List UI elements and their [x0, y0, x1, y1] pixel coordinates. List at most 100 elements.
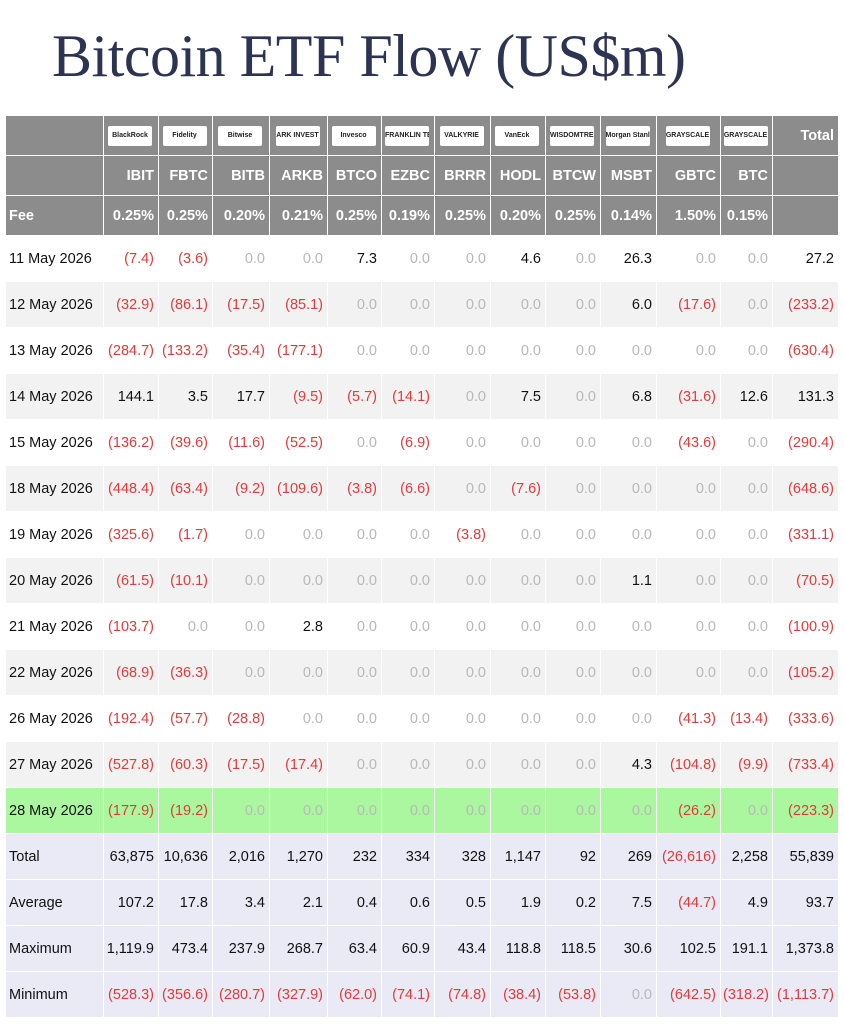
flow-value: (17.4) — [269, 741, 328, 788]
flow-value: 334 — [381, 833, 435, 880]
flow-value: 0.0 — [720, 235, 773, 282]
summary-row: Minimum (528.3) (356.6) (280.7) (327.9) (62.0… — [5, 971, 839, 1018]
logo-row: BlackRock Fidelity Bitwise ARK INVEST Invesc… — [5, 115, 839, 156]
flow-value: 0.0 — [600, 603, 657, 650]
flow-value: 0.0 — [269, 511, 328, 558]
fund-logo: ARK INVEST — [275, 125, 320, 146]
flow-value: (9.2) — [212, 465, 270, 512]
flow-value: (17.6) — [656, 281, 721, 328]
flow-value: 0.0 — [434, 281, 491, 328]
flow-value: 191.1 — [720, 925, 773, 972]
flow-value: 17.8 — [158, 879, 213, 926]
flow-value: 63,875 — [103, 833, 159, 880]
flow-value: 473.4 — [158, 925, 213, 972]
flow-value: 0.0 — [381, 557, 435, 604]
flow-value: 63.4 — [327, 925, 382, 972]
flow-value: 118.5 — [545, 925, 601, 972]
flow-value: (109.6) — [269, 465, 328, 512]
fund-logo: BlackRock — [108, 125, 152, 146]
flow-value: (10.1) — [158, 557, 213, 604]
flow-value: (3.6) — [158, 235, 213, 282]
flow-value: 0.0 — [434, 557, 491, 604]
fee: 0.15% — [720, 195, 773, 236]
flow-value: 7.5 — [490, 373, 546, 420]
flow-value: 0.0 — [381, 787, 435, 834]
flow-value: (356.6) — [158, 971, 213, 1018]
flow-value: 0.0 — [545, 741, 601, 788]
ticker: HODL — [490, 155, 546, 196]
flow-value: 12.6 — [720, 373, 773, 420]
flow-value: (528.3) — [103, 971, 159, 1018]
fund-logo: VALKYRIE — [439, 125, 484, 146]
flow-value: (133.2) — [158, 327, 213, 374]
logo-cell: VanEck — [490, 115, 546, 156]
flow-value: 0.0 — [545, 557, 601, 604]
flow-value: 0.0 — [434, 327, 491, 374]
fee: 0.25% — [434, 195, 491, 236]
flow-value: (642.5) — [656, 971, 721, 1018]
total-header: Total — [772, 115, 839, 156]
flow-value: 0.0 — [212, 557, 270, 604]
flow-value: 0.0 — [656, 649, 721, 696]
flow-value: 30.6 — [600, 925, 657, 972]
flow-value: 0.0 — [545, 649, 601, 696]
flow-value: 0.0 — [434, 787, 491, 834]
ticker: BTC — [720, 155, 773, 196]
flow-value: 107.2 — [103, 879, 159, 926]
flow-value: 17.7 — [212, 373, 270, 420]
flow-value: 144.1 — [103, 373, 159, 420]
flow-value: (6.9) — [381, 419, 435, 466]
ticker: IBIT — [103, 155, 159, 196]
flow-value: 0.0 — [720, 281, 773, 328]
flow-value: (57.7) — [158, 695, 213, 742]
summary-label: Maximum — [5, 925, 104, 972]
flow-value: (32.9) — [103, 281, 159, 328]
flow-value: 0.0 — [545, 511, 601, 558]
flow-value: 0.0 — [656, 557, 721, 604]
flow-value: (5.7) — [327, 373, 382, 420]
fund-logo: GRAYSCALE — [723, 125, 768, 146]
logo-cell: ARK INVEST — [269, 115, 328, 156]
flow-value: (7.6) — [490, 465, 546, 512]
flow-value: (74.1) — [381, 971, 435, 1018]
logo-cell: FRANKLIN TEMPLETON — [381, 115, 435, 156]
flow-value: 0.0 — [656, 603, 721, 650]
flow-row: 28 May 2026 (177.9) (19.2) 0.0 0.0 0.0 0.0 0.0 0… — [5, 787, 839, 834]
summary-label: Minimum — [5, 971, 104, 1018]
flow-value: 0.0 — [720, 603, 773, 650]
flow-value: 1.1 — [600, 557, 657, 604]
date: 15 May 2026 — [5, 419, 104, 466]
flow-value: 268.7 — [269, 925, 328, 972]
flow-value: 0.0 — [490, 695, 546, 742]
flow-value: 0.0 — [327, 787, 382, 834]
date: 27 May 2026 — [5, 741, 104, 788]
flow-value: (136.2) — [103, 419, 159, 466]
flow-value: (62.0) — [327, 971, 382, 1018]
flow-value: (11.6) — [212, 419, 270, 466]
row-total: (333.6) — [772, 695, 839, 742]
flow-value: 0.0 — [720, 419, 773, 466]
flow-value: 0.0 — [600, 649, 657, 696]
flow-value: 7.5 — [600, 879, 657, 926]
flow-value: 0.0 — [656, 235, 721, 282]
flow-value: 2,258 — [720, 833, 773, 880]
flow-value: 0.0 — [600, 327, 657, 374]
flow-value: 0.0 — [490, 741, 546, 788]
flow-row: 14 May 2026 144.1 3.5 17.7 (9.5) (5.7) (14.1) 0… — [5, 373, 839, 420]
flow-value: (41.3) — [656, 695, 721, 742]
flow-value: 0.0 — [720, 649, 773, 696]
date: 13 May 2026 — [5, 327, 104, 374]
flow-value: (31.6) — [656, 373, 721, 420]
flow-value: (527.8) — [103, 741, 159, 788]
flow-value: 0.0 — [212, 511, 270, 558]
flow-value: 0.0 — [381, 281, 435, 328]
flow-value: 0.0 — [212, 603, 270, 650]
flow-value: 0.0 — [381, 695, 435, 742]
flow-value: 0.0 — [434, 649, 491, 696]
flow-value: 2.8 — [269, 603, 328, 650]
fund-logo: Morgan Stanley — [605, 125, 650, 146]
row-total: (630.4) — [772, 327, 839, 374]
flow-value: 10,636 — [158, 833, 213, 880]
flow-value: 26.3 — [600, 235, 657, 282]
